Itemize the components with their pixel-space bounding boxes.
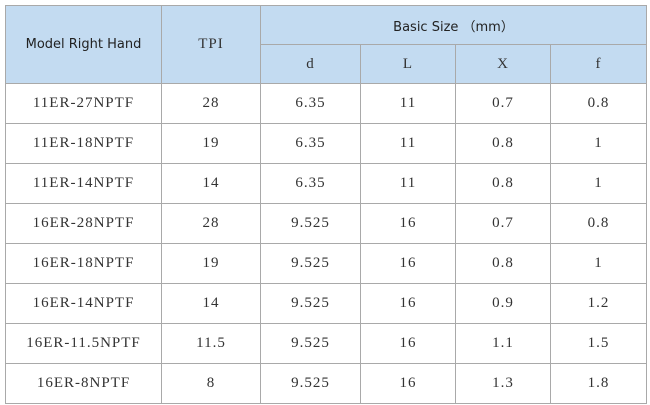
table-body: 11ER-27NPTF 28 6.35 11 0.7 0.8 11ER-18NPTF 19 6.…	[5, 83, 648, 404]
table-cell: 11ER-14NPTF	[5, 163, 162, 204]
header-row: Model Right Hand TPI Basic Size （mm）	[5, 5, 648, 84]
table-cell: 16	[360, 323, 456, 364]
table-row: 11ER-27NPTF 28 6.35 11 0.7 0.8	[5, 83, 648, 124]
header-cell: f	[549, 44, 648, 84]
table-cell: 11.5	[161, 323, 261, 364]
table-cell: 11	[360, 163, 456, 204]
table-cell: 1.5	[549, 323, 648, 364]
table-cell: 0.8	[455, 123, 551, 164]
table-row: 16ER-28NPTF 28 9.525 16 0.7 0.8	[5, 203, 648, 244]
table-cell: 11ER-27NPTF	[5, 83, 162, 124]
table-cell: 9.525	[260, 363, 361, 404]
table-cell: 19	[161, 123, 261, 164]
table-cell: 1	[549, 163, 648, 204]
table-cell: 28	[161, 83, 261, 124]
table-cell: 9.525	[260, 283, 361, 324]
table-cell: 6.35	[260, 83, 361, 124]
table-cell: 0.8	[549, 203, 648, 244]
table-cell: 16	[360, 203, 456, 244]
table-cell: 28	[161, 203, 261, 244]
table-cell: 1.2	[549, 283, 648, 324]
table-cell: 1.8	[549, 363, 648, 404]
table-cell: 16ER-18NPTF	[5, 243, 162, 284]
table-cell: 0.8	[455, 163, 551, 204]
table-cell: 16	[360, 363, 456, 404]
table-cell: 1	[549, 243, 648, 284]
table-cell: 0.7	[455, 203, 551, 244]
table-cell: 0.7	[455, 83, 551, 124]
table-cell: 1	[549, 123, 648, 164]
table-row: 11ER-18NPTF 19 6.35 11 0.8 1	[5, 123, 648, 164]
table-row: 16ER-14NPTF 14 9.525 16 0.9 1.2	[5, 283, 648, 324]
table-cell: 9.525	[260, 203, 361, 244]
table-row: 16ER-18NPTF 19 9.525 16 0.8 1	[5, 243, 648, 284]
table-cell: 11	[360, 83, 456, 124]
table-cell: 0.8	[455, 243, 551, 284]
table-row: 11ER-14NPTF 14 6.35 11 0.8 1	[5, 163, 648, 204]
table-cell: 14	[161, 283, 261, 324]
header-cell: Basic Size （mm）	[259, 5, 648, 45]
header-cell: TPI	[161, 5, 261, 84]
table-cell: 6.35	[260, 123, 361, 164]
header-cell: L	[360, 44, 456, 84]
header-cell: d	[260, 44, 361, 84]
table-cell: 16ER-28NPTF	[5, 203, 162, 244]
table-cell: 6.35	[260, 163, 361, 204]
table-cell: 9.525	[260, 323, 361, 364]
table-cell: 16	[360, 283, 456, 324]
table-cell: 8	[161, 363, 261, 404]
table-cell: 1.3	[455, 363, 551, 404]
table-cell: 9.525	[260, 243, 361, 284]
header-cell: Model Right Hand	[5, 5, 162, 84]
table-cell: 16	[360, 243, 456, 284]
table-cell: 0.8	[549, 83, 648, 124]
table-row: 16ER-8NPTF 8 9.525 16 1.3 1.8	[5, 363, 648, 404]
table-cell: 11ER-18NPTF	[5, 123, 162, 164]
table-cell: 14	[161, 163, 261, 204]
table-cell: 19	[161, 243, 261, 284]
table-row: 16ER-11.5NPTF 11.5 9.525 16 1.1 1.5	[5, 323, 648, 364]
table-cell: 11	[360, 123, 456, 164]
table-cell: 16ER-14NPTF	[5, 283, 162, 324]
table-cell: 0.9	[455, 283, 551, 324]
table-cell: 16ER-11.5NPTF	[5, 323, 162, 364]
table-cell: 16ER-8NPTF	[5, 363, 162, 404]
table-cell: 1.1	[455, 323, 551, 364]
header-cell: X	[455, 44, 551, 84]
